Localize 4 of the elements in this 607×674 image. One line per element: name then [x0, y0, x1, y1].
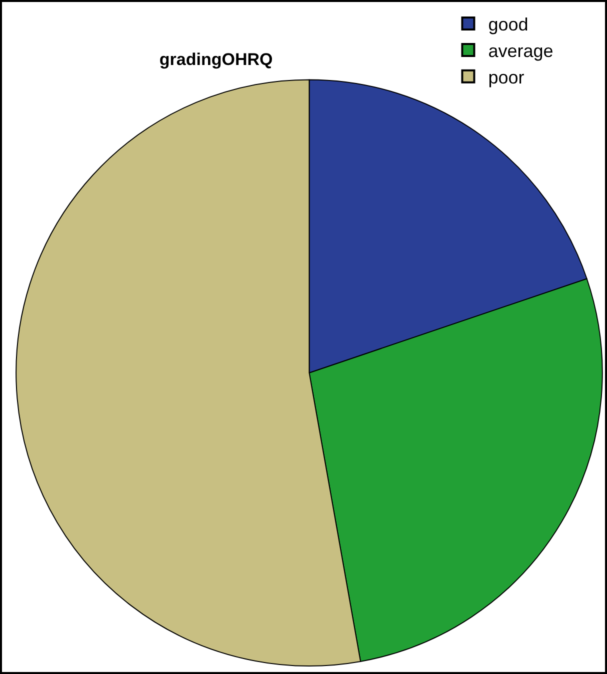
legend-label: poor	[488, 67, 524, 88]
text: gradingOHRQ	[159, 50, 273, 69]
legend-label: average	[488, 40, 554, 61]
legend-label: good	[488, 14, 528, 35]
